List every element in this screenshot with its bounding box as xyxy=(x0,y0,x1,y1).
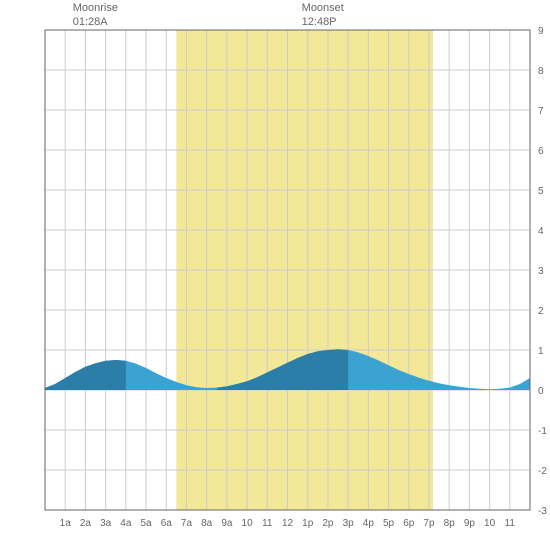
moonset-label: Moonset 12:48P xyxy=(302,2,344,30)
x-tick-label: 10 xyxy=(484,518,496,529)
x-tick-label: 4a xyxy=(120,518,132,529)
tide-chart: Moonrise 01:28A Moonset 12:48P -3-2-1012… xyxy=(0,0,550,550)
x-tick-label: 3a xyxy=(100,518,112,529)
y-tick-label: 9 xyxy=(538,26,544,37)
x-tick-label: 10 xyxy=(242,518,254,529)
x-tick-label: 6a xyxy=(161,518,173,529)
x-tick-label: 7p xyxy=(423,518,435,529)
x-tick-label: 2p xyxy=(322,518,334,529)
y-tick-label: 6 xyxy=(538,146,544,157)
x-tick-label: 5a xyxy=(140,518,152,529)
y-tick-label: -3 xyxy=(538,506,547,517)
y-tick-label: 3 xyxy=(538,266,544,277)
y-tick-label: 5 xyxy=(538,186,544,197)
y-tick-label: 7 xyxy=(538,106,544,117)
x-tick-label: 7a xyxy=(181,518,193,529)
x-tick-label: 12 xyxy=(282,518,294,529)
x-tick-label: 8p xyxy=(444,518,456,529)
x-tick-label: 1p xyxy=(302,518,314,529)
x-tick-label: 5p xyxy=(383,518,395,529)
x-tick-label: 3p xyxy=(343,518,355,529)
moonrise-label: Moonrise 01:28A xyxy=(73,2,118,30)
y-tick-label: 1 xyxy=(538,346,544,357)
chart-svg: -3-2-101234567891a2a3a4a5a6a7a8a9a101112… xyxy=(0,0,550,550)
x-tick-label: 8a xyxy=(201,518,213,529)
y-tick-label: 0 xyxy=(538,386,544,397)
x-tick-label: 4p xyxy=(363,518,375,529)
x-tick-label: 6p xyxy=(403,518,415,529)
y-tick-label: 8 xyxy=(538,66,544,77)
x-tick-label: 11 xyxy=(262,518,273,529)
x-tick-label: 9a xyxy=(221,518,233,529)
x-tick-label: 9p xyxy=(464,518,476,529)
y-tick-label: 4 xyxy=(538,226,544,237)
y-tick-label: -2 xyxy=(538,466,547,477)
y-tick-label: 2 xyxy=(538,306,544,317)
x-tick-label: 11 xyxy=(505,518,516,529)
x-tick-label: 2a xyxy=(80,518,92,529)
x-tick-label: 1a xyxy=(60,518,72,529)
y-tick-label: -1 xyxy=(538,426,547,437)
